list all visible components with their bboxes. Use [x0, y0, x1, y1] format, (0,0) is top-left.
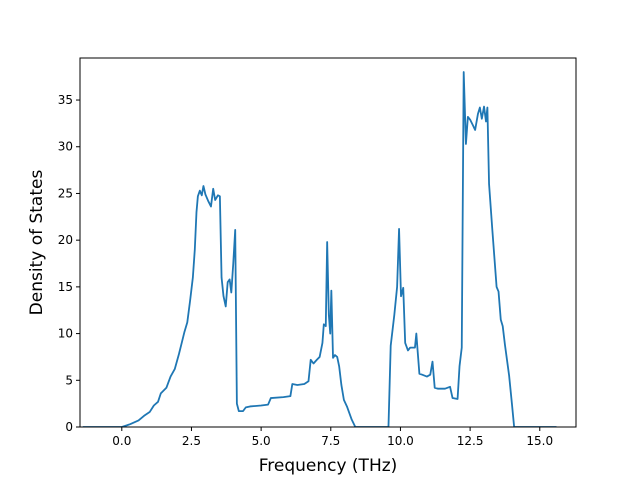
x-axis-label: Frequency (THz): [259, 456, 398, 476]
dos-series-line-0: [82, 71, 557, 427]
y-axis-ticks: 0 5 10 15 20 25 30 35: [58, 93, 80, 434]
y-tick-label: 30: [58, 140, 73, 154]
x-tick-label: 10.0: [387, 434, 414, 448]
y-tick-label: 20: [58, 233, 73, 247]
y-tick-label: 5: [65, 373, 73, 387]
y-tick-label: 0: [65, 420, 73, 434]
y-tick-label: 25: [58, 186, 73, 200]
x-tick-label: 12.5: [457, 434, 484, 448]
plot-area: [82, 71, 557, 427]
axes-frame: [79, 57, 577, 428]
y-tick-label: 35: [58, 93, 73, 107]
x-tick-label: 15.0: [526, 434, 553, 448]
y-tick-label: 10: [58, 327, 73, 341]
y-axis-label: Density of States: [27, 170, 47, 316]
x-tick-label: 2.5: [182, 434, 201, 448]
x-tick-label: 0.0: [112, 434, 131, 448]
x-tick-label: 7.5: [321, 434, 340, 448]
x-tick-label: 5.0: [252, 434, 271, 448]
x-axis-ticks: 0.0 2.5 5.0 7.5 10.0 12.5 15.0: [112, 427, 553, 448]
y-tick-label: 15: [58, 280, 73, 294]
